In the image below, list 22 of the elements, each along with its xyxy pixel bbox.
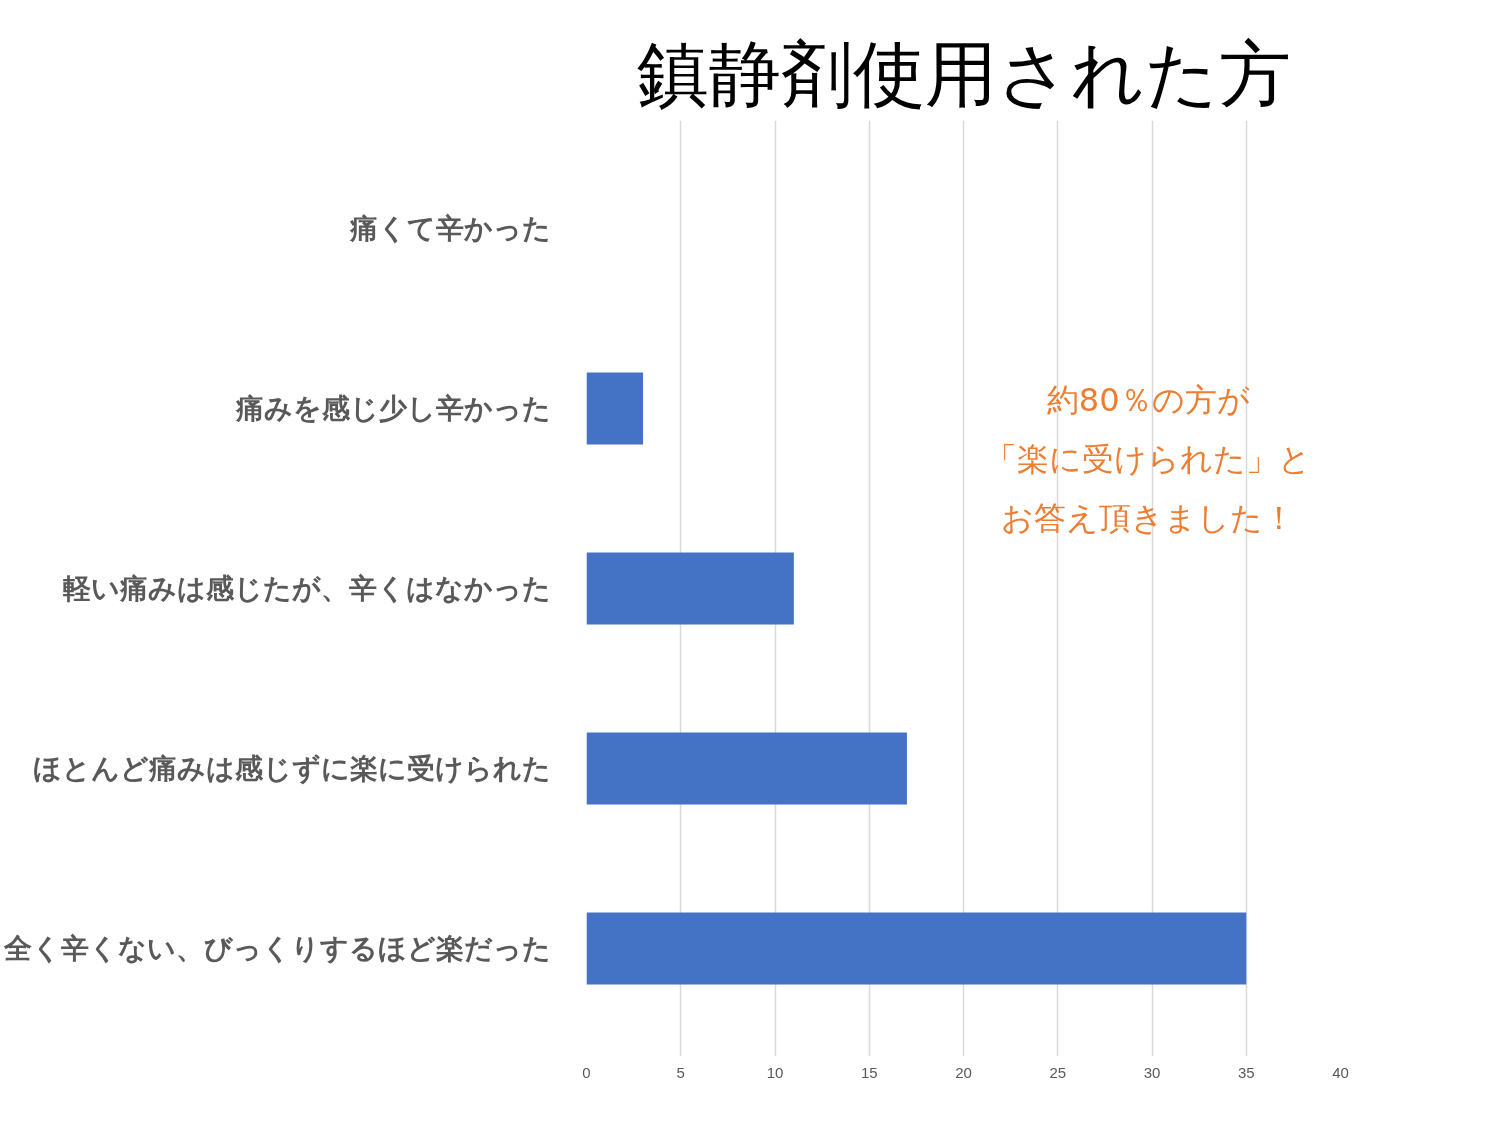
x-tick-label: 15 [860,1063,878,1081]
y-tick-label: 全く辛くない、びっくりするほど楽だった [2,933,551,964]
annotation: 「楽に受けられた」と [985,439,1312,478]
y-tick-label: 痛くて辛かった [348,213,551,244]
bar [586,372,644,445]
x-tick-label: 0 [582,1063,591,1081]
x-tick-label: 20 [955,1063,972,1081]
x-tick-label: 30 [1143,1063,1161,1081]
x-tick-label: 25 [1049,1063,1067,1081]
chart-title: 鎮静剤使用された方 [636,31,1291,116]
annotation: お答え頂きました！ [1001,499,1296,538]
y-tick-label: 痛みを感じ少し辛かった [234,393,551,424]
y-tick-label: ほとんど痛みは感じずに楽に受けられた [32,753,551,785]
x-tick-label: 35 [1237,1063,1255,1081]
y-tick-label: 軽い痛みは感じたが、辛くはなかった [62,573,551,604]
x-tick-label: 40 [1332,1063,1349,1081]
x-tick-label: 10 [766,1063,784,1081]
bar [586,912,1247,985]
bar [586,552,794,625]
annotation: 約80％の方が [1046,380,1250,419]
bar [586,732,907,805]
x-tick-label: 5 [676,1063,685,1081]
